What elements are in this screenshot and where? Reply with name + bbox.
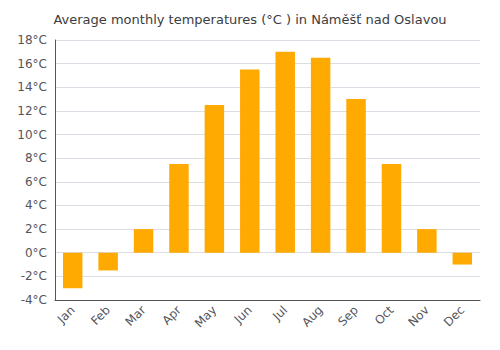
svg-text:18°C: 18°C <box>17 33 47 47</box>
svg-text:Dec: Dec <box>441 303 467 329</box>
svg-text:Jan: Jan <box>54 303 78 327</box>
svg-text:0°C: 0°C <box>25 246 47 260</box>
svg-text:-2°C: -2°C <box>21 269 47 283</box>
svg-text:12°C: 12°C <box>17 104 47 118</box>
svg-text:Average monthly temperatures (: Average monthly temperatures (°C ) in Ná… <box>53 12 446 27</box>
svg-text:14°C: 14°C <box>17 80 47 94</box>
svg-text:May: May <box>192 303 219 330</box>
svg-text:Nov: Nov <box>405 303 431 329</box>
svg-text:Jul: Jul <box>269 303 290 324</box>
svg-text:16°C: 16°C <box>17 57 47 71</box>
svg-text:4°C: 4°C <box>25 198 47 212</box>
svg-text:Mar: Mar <box>123 303 149 329</box>
svg-text:8°C: 8°C <box>25 151 47 165</box>
svg-text:2°C: 2°C <box>25 222 47 236</box>
svg-text:Jun: Jun <box>231 303 255 327</box>
svg-text:Feb: Feb <box>88 303 113 328</box>
svg-text:Sep: Sep <box>335 303 361 329</box>
svg-text:6°C: 6°C <box>25 175 47 189</box>
svg-text:-4°C: -4°C <box>21 293 47 307</box>
svg-text:10°C: 10°C <box>17 128 47 142</box>
svg-text:Apr: Apr <box>159 303 184 328</box>
svg-text:Oct: Oct <box>372 303 397 328</box>
svg-text:Aug: Aug <box>299 303 325 329</box>
